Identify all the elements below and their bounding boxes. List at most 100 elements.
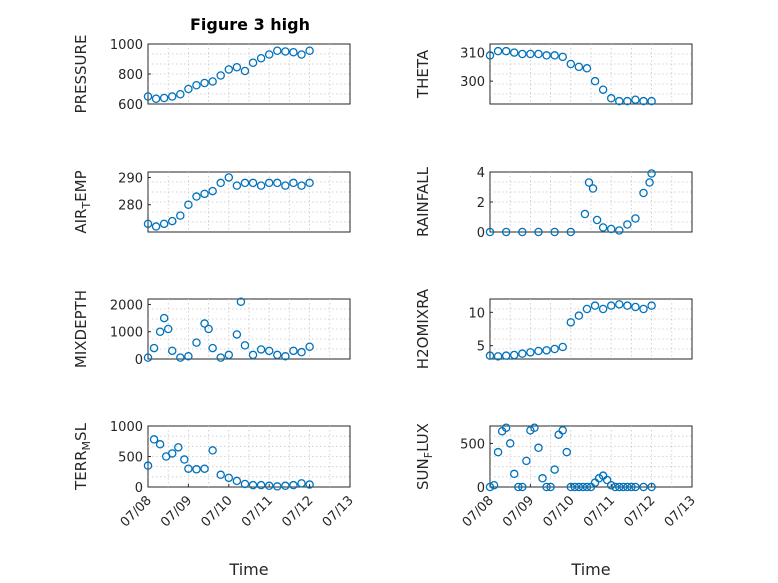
- data-point: [289, 346, 298, 356]
- data-point: [501, 227, 511, 237]
- data-point: [574, 311, 584, 320]
- data-point: [176, 353, 185, 362]
- y-tick-label: 600: [118, 98, 143, 113]
- data-point: [647, 96, 656, 106]
- x-tick-label: 07/12: [621, 493, 658, 530]
- data-point: [631, 482, 640, 492]
- x-tick-label: 07/11: [581, 493, 618, 530]
- data-point: [606, 224, 616, 234]
- data-point: [526, 348, 535, 357]
- data-point: [264, 481, 274, 491]
- x-tick-label: 07/10: [541, 493, 578, 530]
- data-point: [143, 353, 153, 362]
- data-point: [184, 352, 193, 361]
- data-point: [623, 482, 632, 492]
- data-point: [615, 96, 624, 106]
- data-point: [615, 226, 624, 235]
- data-point: [615, 482, 624, 492]
- x-tick-label: 07/12: [279, 493, 316, 530]
- data-point: [578, 482, 588, 492]
- data-point: [216, 71, 225, 80]
- y-tick-label: 310: [460, 47, 485, 62]
- data-point: [256, 480, 266, 490]
- data-point: [606, 481, 616, 490]
- data-point: [588, 184, 598, 193]
- data-point: [240, 66, 250, 76]
- data-point: [256, 345, 266, 354]
- data-point: [174, 443, 183, 452]
- data-point: [542, 51, 551, 60]
- figure-title: Figure 3 high: [190, 15, 310, 34]
- data-point: [505, 439, 515, 448]
- data-point: [493, 46, 503, 56]
- x-tick-label: 07/08: [118, 493, 155, 530]
- data-point: [167, 216, 177, 226]
- data-point: [297, 50, 306, 59]
- y-tick-label: 0: [135, 481, 143, 496]
- data-point: [485, 482, 495, 492]
- data-point: [558, 426, 567, 435]
- x-tick-label: 07/10: [199, 493, 236, 530]
- data-point: [619, 482, 628, 492]
- data-point: [216, 470, 225, 480]
- y-tick-label: 290: [118, 171, 143, 186]
- data-point: [208, 343, 217, 353]
- data-point: [248, 350, 258, 360]
- data-point: [606, 94, 616, 103]
- data-point: [184, 200, 193, 209]
- data-point: [534, 443, 543, 453]
- y-tick-label: 0: [135, 353, 143, 368]
- data-point: [159, 93, 169, 103]
- data-point: [200, 319, 209, 328]
- data-point: [232, 476, 242, 486]
- data-point: [180, 455, 189, 464]
- y-tick-label: 500: [118, 451, 143, 466]
- data-point: [623, 220, 632, 229]
- data-point: [518, 349, 527, 358]
- data-point: [542, 482, 551, 492]
- data-point: [200, 464, 209, 473]
- data-point: [151, 222, 161, 231]
- data-point: [639, 96, 648, 106]
- data-point: [647, 301, 656, 310]
- y-tick-label: 2000: [110, 298, 143, 313]
- subplot-6: 5 10 H2OMIXRA: [414, 288, 693, 369]
- data-point: [598, 85, 608, 94]
- subplot-1: 600 800 1000 PRESSURE: [72, 35, 351, 113]
- y-tick-label: 1000: [110, 420, 143, 435]
- data-point: [518, 482, 527, 492]
- data-point: [558, 52, 567, 62]
- data-point: [273, 350, 282, 360]
- data-point: [281, 47, 290, 56]
- data-point: [509, 350, 519, 360]
- data-point: [493, 447, 503, 457]
- subplot-5: 0 1000 2000 MIXDEPTH: [72, 290, 351, 368]
- data-point: [522, 456, 531, 466]
- y-tick-label: 300: [460, 75, 485, 90]
- data-point: [143, 92, 153, 101]
- data-point: [281, 481, 290, 491]
- y-tick-label: 5: [477, 340, 485, 355]
- data-point: [192, 338, 201, 347]
- data-point: [562, 447, 572, 457]
- data-point: [305, 480, 314, 489]
- data-point: [143, 461, 153, 470]
- data-point: [518, 49, 527, 59]
- data-point: [598, 223, 608, 232]
- data-point: [570, 482, 580, 492]
- data-point: [566, 318, 576, 327]
- data-point: [631, 95, 640, 104]
- data-point: [631, 214, 640, 223]
- data-point: [264, 178, 274, 188]
- data-point: [200, 189, 209, 199]
- data-point: [558, 342, 567, 352]
- data-point: [143, 219, 153, 229]
- data-point: [232, 330, 242, 339]
- data-point: [155, 327, 165, 336]
- data-point: [623, 96, 632, 106]
- y-tick-label: 280: [118, 199, 143, 214]
- data-point: [240, 479, 250, 489]
- y-axis-label: H2OMIXRA: [414, 288, 432, 369]
- data-point: [297, 347, 306, 357]
